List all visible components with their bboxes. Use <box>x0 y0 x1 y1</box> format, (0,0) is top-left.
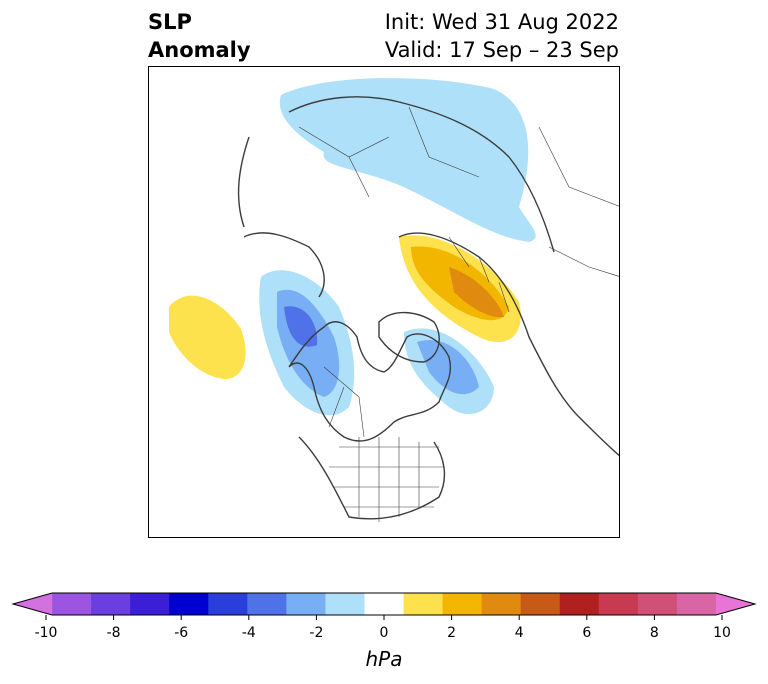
colorbar-tick-label: -8 <box>106 625 121 641</box>
colorbar-ticks <box>45 615 723 620</box>
colorbar-tick-label: 10 <box>713 625 731 641</box>
anomaly-arctic-negative <box>279 78 536 242</box>
colorbar-tick-label: -2 <box>309 625 324 641</box>
colorbar-tick-label: 6 <box>582 625 592 641</box>
colorbar-unit-label: hPa <box>365 647 403 671</box>
coastline-conus <box>298 436 446 520</box>
colorbar-tick-label: -4 <box>241 625 256 641</box>
anomaly-hudson-negative-core <box>417 340 479 395</box>
anomaly-fills <box>169 78 536 416</box>
colorbar-segment <box>13 593 53 615</box>
coastline-alaska <box>243 232 325 298</box>
colorbar-segment <box>676 593 717 615</box>
title-init-date: Init: Wed 31 Aug 2022 <box>384 10 619 34</box>
colorbar-tick-label: -10 <box>34 625 58 641</box>
colorbar-tick-label: 0 <box>379 625 389 641</box>
coastline-eurasia <box>398 232 619 457</box>
political-boundaries <box>298 106 619 522</box>
coastline-north-america <box>288 321 451 442</box>
anomaly-alaska-negative-core <box>284 306 318 347</box>
colorbar-segment <box>403 593 444 615</box>
colorbar-segment <box>481 593 522 615</box>
colorbar-outline <box>11 592 757 616</box>
colorbar-segment <box>130 593 170 615</box>
colorbar <box>11 592 757 620</box>
colorbar-segment <box>442 593 483 615</box>
map-svg <box>169 78 619 522</box>
colorbar-segment <box>91 593 131 615</box>
map-title-left: SLP Anomaly <box>148 8 251 64</box>
colorbar-tick-label: 2 <box>447 625 457 641</box>
title-variable: SLP <box>148 10 192 34</box>
colorbar-segment <box>169 593 209 615</box>
colorbar-segment <box>598 593 639 615</box>
anomaly-europe-positive-core <box>449 267 504 318</box>
anomaly-pacific-positive <box>169 295 246 379</box>
coastline-greenland <box>378 311 440 363</box>
colorbar-segments <box>11 592 757 616</box>
colorbar-tick-label: 8 <box>649 625 659 641</box>
colorbar-segment <box>715 593 755 615</box>
colorbar-segment <box>208 593 248 615</box>
colorbar-segment <box>52 593 92 615</box>
map-title-right: Init: Wed 31 Aug 2022 Valid: 17 Sep – 23… <box>385 8 619 64</box>
coastlines <box>237 96 619 520</box>
colorbar-segment <box>286 593 326 615</box>
coastline-asia-east <box>237 136 250 228</box>
coastline-siberia <box>288 96 555 253</box>
colorbar-segment <box>520 593 561 615</box>
map-panel <box>148 66 620 538</box>
colorbar-segment <box>325 593 365 615</box>
title-quantity: Anomaly <box>148 38 251 62</box>
colorbar-segment <box>559 593 600 615</box>
title-valid-range: Valid: 17 Sep – 23 Sep <box>384 38 619 62</box>
colorbar-segment <box>637 593 678 615</box>
colorbar-tick-label: -6 <box>174 625 189 641</box>
colorbar-segment <box>247 593 287 615</box>
colorbar-tick-label: 4 <box>514 625 524 641</box>
colorbar-segment <box>364 593 405 615</box>
